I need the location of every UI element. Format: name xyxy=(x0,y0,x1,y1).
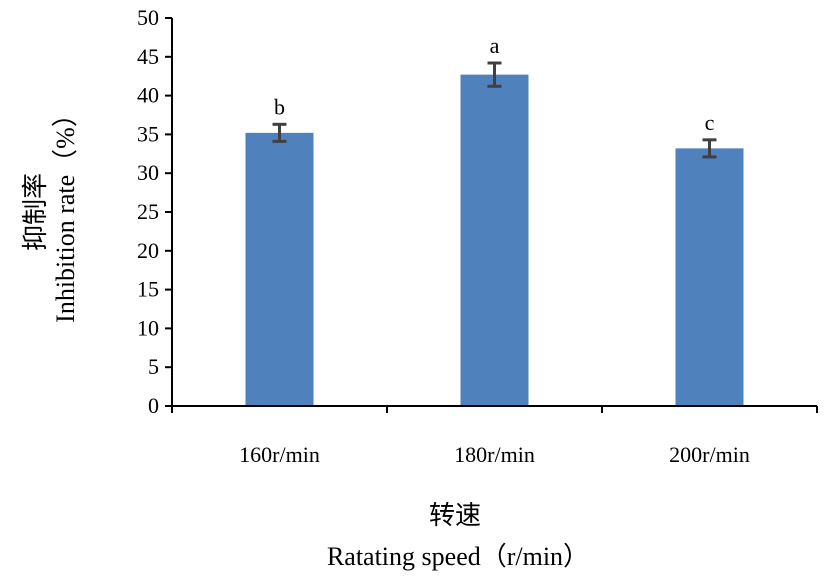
x-tick-label: 180r/min xyxy=(454,442,535,467)
y-axis-title-chinese: 抑制率 xyxy=(21,173,50,251)
bar-180r/min xyxy=(460,74,529,406)
y-tick-label: 5 xyxy=(148,354,159,379)
y-tick-label: 0 xyxy=(148,393,159,418)
x-axis-title: Ratating speed（r/min） xyxy=(327,542,589,571)
y-tick-label: 10 xyxy=(137,315,159,340)
bars: b a c xyxy=(245,33,744,407)
y-tick-label: 15 xyxy=(137,277,159,302)
x-tick-label: 160r/min xyxy=(239,442,320,467)
significance-letter: c xyxy=(705,110,715,135)
x-axis-title-chinese: 转速 xyxy=(429,501,481,530)
y-tick-label: 30 xyxy=(137,160,159,185)
y-tick-label: 50 xyxy=(137,5,159,30)
x-axis-ticks: 160r/min 180r/min 200r/min xyxy=(171,406,818,467)
y-tick-label: 45 xyxy=(137,44,159,69)
y-tick-label: 20 xyxy=(137,238,159,263)
bar-200r/min xyxy=(675,148,744,407)
significance-letter: b xyxy=(274,94,285,119)
x-tick-label: 200r/min xyxy=(669,442,750,467)
y-tick-label: 35 xyxy=(137,121,159,146)
y-axis-title: Inhibition rate（%） xyxy=(51,101,80,323)
y-tick-label: 25 xyxy=(137,199,159,224)
y-tick-label: 40 xyxy=(137,83,159,108)
y-axis-ticks: 0 5 10 15 20 25 30 35 40 45 50 xyxy=(137,5,172,418)
significance-letter: a xyxy=(490,33,500,58)
bar-160r/min xyxy=(245,132,314,406)
